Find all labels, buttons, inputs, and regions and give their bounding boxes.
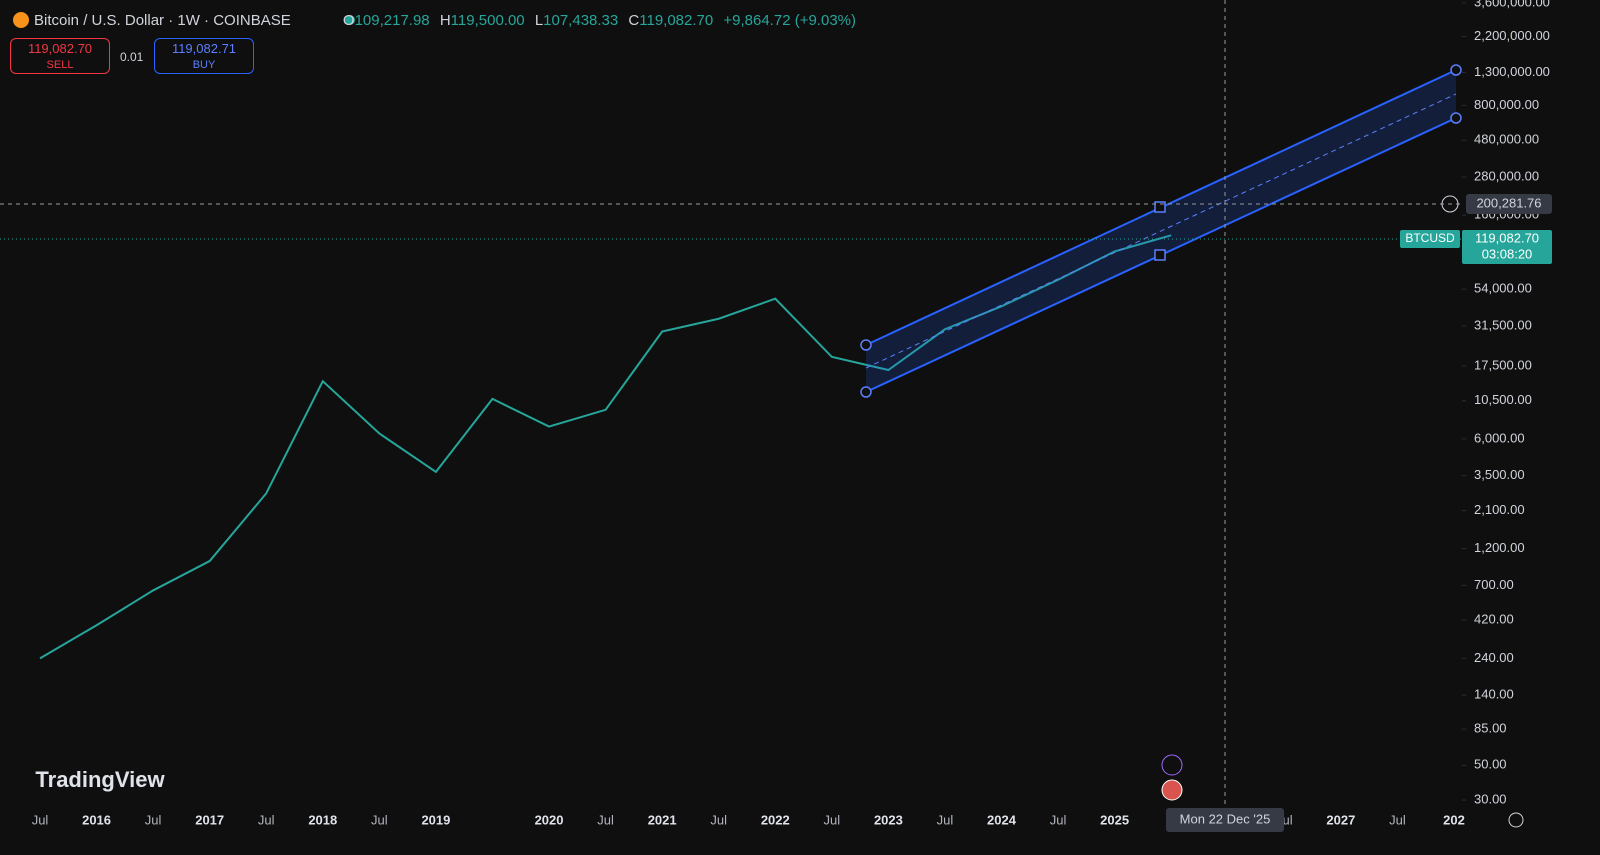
x-tick-label: Jul <box>710 812 727 827</box>
close: 119,082.70 <box>639 12 714 29</box>
buy-label: BUY <box>192 59 216 71</box>
crosshair-price-box <box>1466 194 1552 214</box>
x-tick-label: 2021 <box>648 812 677 827</box>
crosshair-price: 200,281.76 <box>1476 195 1541 210</box>
crosshair-date: Mon 22 Dec '25 <box>1180 811 1271 826</box>
x-tick-label: 2025 <box>1100 812 1129 827</box>
last-price-box <box>1462 230 1552 264</box>
x-tick-label: 2016 <box>82 812 111 827</box>
x-tick-label: 2020 <box>535 812 564 827</box>
btc-icon <box>13 12 29 28</box>
x-tick-label: Jul <box>258 812 275 827</box>
x-tick-label: 2018 <box>308 812 337 827</box>
quantity[interactable]: 0.01 <box>120 50 144 64</box>
c-label: C <box>628 12 640 29</box>
y-tick-label: 31,500.00 <box>1474 317 1532 332</box>
x-tick-label: Jul <box>824 812 841 827</box>
o-label: O <box>342 12 355 29</box>
x-tick-label: Jul <box>32 812 49 827</box>
y-tick-label: 1,300,000.00 <box>1474 64 1550 79</box>
y-tick-label: 6,000.00 <box>1474 430 1525 445</box>
x-tick-label: 202 <box>1443 812 1465 827</box>
ideas-icon[interactable] <box>1161 754 1183 776</box>
x-tick-label: Jul <box>145 812 162 827</box>
y-tick-label: 30.00 <box>1474 791 1507 806</box>
add-alert[interactable] <box>1441 195 1459 213</box>
channel-handles <box>860 64 1462 398</box>
y-tick-label: 1,200.00 <box>1474 540 1525 555</box>
y-tick-label: 2,200,000.00 <box>1474 28 1550 43</box>
x-tick-label: 2027 <box>1326 812 1355 827</box>
change: +9,864.72 (+9.03%) <box>723 12 856 29</box>
y-tick-label: 50.00 <box>1474 757 1507 772</box>
sell-label: SELL <box>46 59 74 71</box>
y-tick-label: 85.00 <box>1474 721 1507 736</box>
logo: TradingView <box>35 767 165 792</box>
high: 119,500.00 <box>450 12 525 29</box>
y-tick-label: 480,000.00 <box>1474 132 1539 147</box>
sell-price: 119,082.70 <box>27 41 93 56</box>
h-label: H <box>439 12 451 29</box>
buy-button[interactable]: 119,082.71 BUY <box>154 38 254 74</box>
last-price: 119,082.70 <box>1475 230 1539 245</box>
crosshair-date-box <box>1166 808 1284 832</box>
open: 109,217.98 <box>354 12 430 29</box>
status-dot <box>345 15 355 25</box>
y-tick-label: 2,100.00 <box>1474 502 1525 517</box>
y-tick-label: 420.00 <box>1474 612 1514 627</box>
y-tick-label: 240.00 <box>1474 650 1514 665</box>
channel-middle <box>865 93 1457 369</box>
x-tick-label: Jul <box>371 812 388 827</box>
buy-price: 119,082.71 <box>171 41 237 56</box>
settings-icon[interactable] <box>1508 812 1524 828</box>
x-tick-label: 2023 <box>874 812 903 827</box>
y-tick-label: 54,000.00 <box>1474 281 1532 296</box>
y-tick-label: 700.00 <box>1474 577 1514 592</box>
y-tick-label: 800,000.00 <box>1474 97 1539 112</box>
y-tick-label: 140.00 <box>1474 687 1514 702</box>
symbol-box <box>1400 230 1460 248</box>
countdown: 03:08:20 <box>1482 246 1533 261</box>
y-tick-label: 17,500.00 <box>1474 357 1532 372</box>
x-tick-label: 2024 <box>987 812 1017 827</box>
x-tick-label: 2017 <box>195 812 224 827</box>
header: Bitcoin / U.S. Dollar · 1W · COINBASE O1… <box>34 12 862 29</box>
x-tick-label: Jul <box>1050 812 1067 827</box>
y-tick-label: 3,500.00 <box>1474 467 1525 482</box>
x-tick-label: 2019 <box>421 812 450 827</box>
y-tick-label: 280,000.00 <box>1474 168 1539 183</box>
y-tick-label: 10,500.00 <box>1474 392 1532 407</box>
l-label: L <box>534 12 544 29</box>
x-tick-label: 2022 <box>761 812 790 827</box>
x-tick-label: Jul <box>1389 812 1406 827</box>
events-icon[interactable] <box>1161 779 1183 801</box>
y-tick-label: 3,600,000.00 <box>1474 0 1550 9</box>
sell-button[interactable]: 119,082.70 SELL <box>10 38 110 74</box>
x-tick-label: Jul <box>597 812 614 827</box>
last-symbol: BTCUSD <box>1405 231 1455 245</box>
x-tick-label: Jul <box>937 812 954 827</box>
low: 107,438.33 <box>543 12 619 29</box>
symbol[interactable]: Bitcoin / U.S. Dollar · 1W · COINBASE <box>34 12 291 29</box>
